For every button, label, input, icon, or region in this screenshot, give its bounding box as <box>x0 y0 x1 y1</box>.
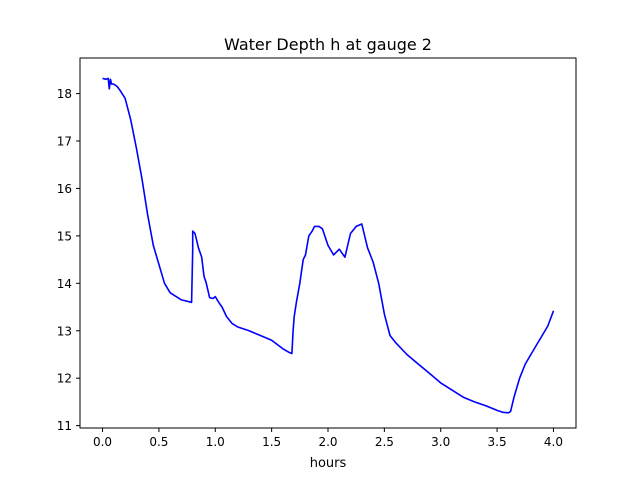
y-tick-label: 15 <box>57 229 72 243</box>
chart-title: Water Depth h at gauge 2 <box>224 35 432 54</box>
y-tick-label: 14 <box>57 277 72 291</box>
y-tick-label: 16 <box>57 182 72 196</box>
x-tick-label: 1.5 <box>262 435 281 449</box>
x-tick-label: 4.0 <box>544 435 563 449</box>
x-tick-label: 1.0 <box>206 435 225 449</box>
x-axis-label: hours <box>310 456 347 471</box>
x-tick-label: 3.0 <box>431 435 450 449</box>
y-tick-label: 11 <box>57 419 72 433</box>
y-axis: 11 12 13 14 15 16 17 18 <box>57 87 80 433</box>
x-tick-label: 2.5 <box>375 435 394 449</box>
x-tick-label: 0.0 <box>93 435 112 449</box>
series-line <box>102 77 555 414</box>
y-tick-label: 17 <box>57 135 72 149</box>
data-layer <box>102 77 555 414</box>
x-tick-label: 2.0 <box>318 435 337 449</box>
x-tick-label: 3.5 <box>488 435 507 449</box>
y-tick-label: 13 <box>57 324 72 338</box>
y-tick-label: 18 <box>57 87 72 101</box>
x-axis: 0.0 0.5 1.0 1.5 2.0 2.5 3.0 3.5 4.0 <box>93 428 563 449</box>
y-tick-label: 12 <box>57 372 72 386</box>
x-tick-label: 0.5 <box>149 435 168 449</box>
